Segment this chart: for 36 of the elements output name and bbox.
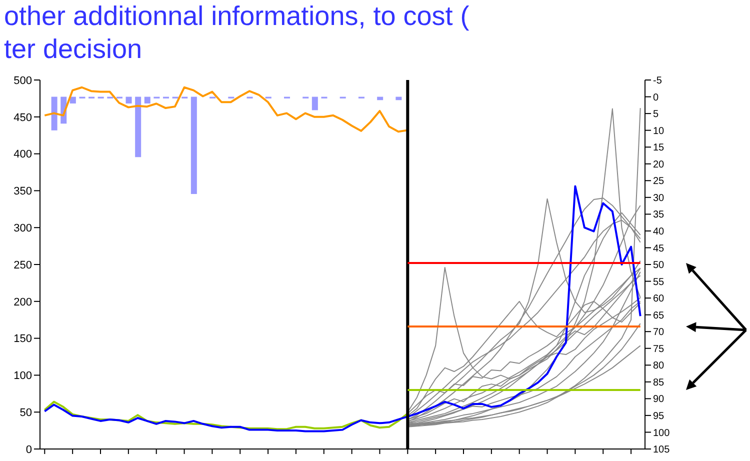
y2-tick-label: 105 (653, 444, 670, 456)
y-tick-label: 450 (14, 112, 32, 124)
y2-tick-label: 0 (653, 92, 659, 104)
y-tick-label: 350 (14, 186, 32, 198)
text: ter decision (4, 33, 144, 66)
y2-tick-label: 75 (653, 344, 665, 355)
y2-tick-label: 90 (653, 394, 665, 406)
y2-tick-label: 40 (653, 226, 665, 238)
y2-tick-label: 95 (653, 411, 665, 422)
y-tick-label: 500 (14, 74, 32, 87)
y-tick-label: 0 (26, 444, 32, 456)
y2-tick-label: 15 (653, 142, 665, 154)
y-tick-label: 50 (20, 407, 32, 420)
text: other additionnal informations, to cost ( (4, 0, 470, 33)
y-tick-label: 400 (14, 148, 32, 161)
y2-tick-label: 30 (653, 192, 665, 204)
y2-tick-label: 10 (653, 126, 665, 137)
y-tick-label: 100 (14, 370, 32, 382)
y-tick-label: 250 (14, 259, 32, 272)
y2-tick-label: 5 (653, 109, 659, 120)
y-tick-label: 150 (14, 333, 32, 346)
y2-tick-label: 80 (653, 360, 665, 372)
y2-tick-label: -5 (653, 76, 662, 87)
y2-tick-label: 55 (653, 276, 665, 288)
y2-tick-label: 20 (653, 159, 665, 170)
y-tick-label: 200 (14, 296, 32, 308)
y2-tick-label: 85 (653, 377, 665, 388)
y2-tick-label: 60 (653, 294, 665, 305)
y2-tick-label: 100 (653, 428, 670, 439)
y-tick-label: 300 (14, 222, 32, 235)
y2-tick-label: 45 (653, 243, 665, 254)
y2-tick-label: 70 (653, 327, 665, 338)
y2-tick-label: 25 (653, 176, 665, 188)
y2-tick-label: 35 (653, 210, 665, 221)
y2-tick-label: 50 (653, 260, 665, 272)
y2-tick-label: 65 (653, 310, 665, 322)
